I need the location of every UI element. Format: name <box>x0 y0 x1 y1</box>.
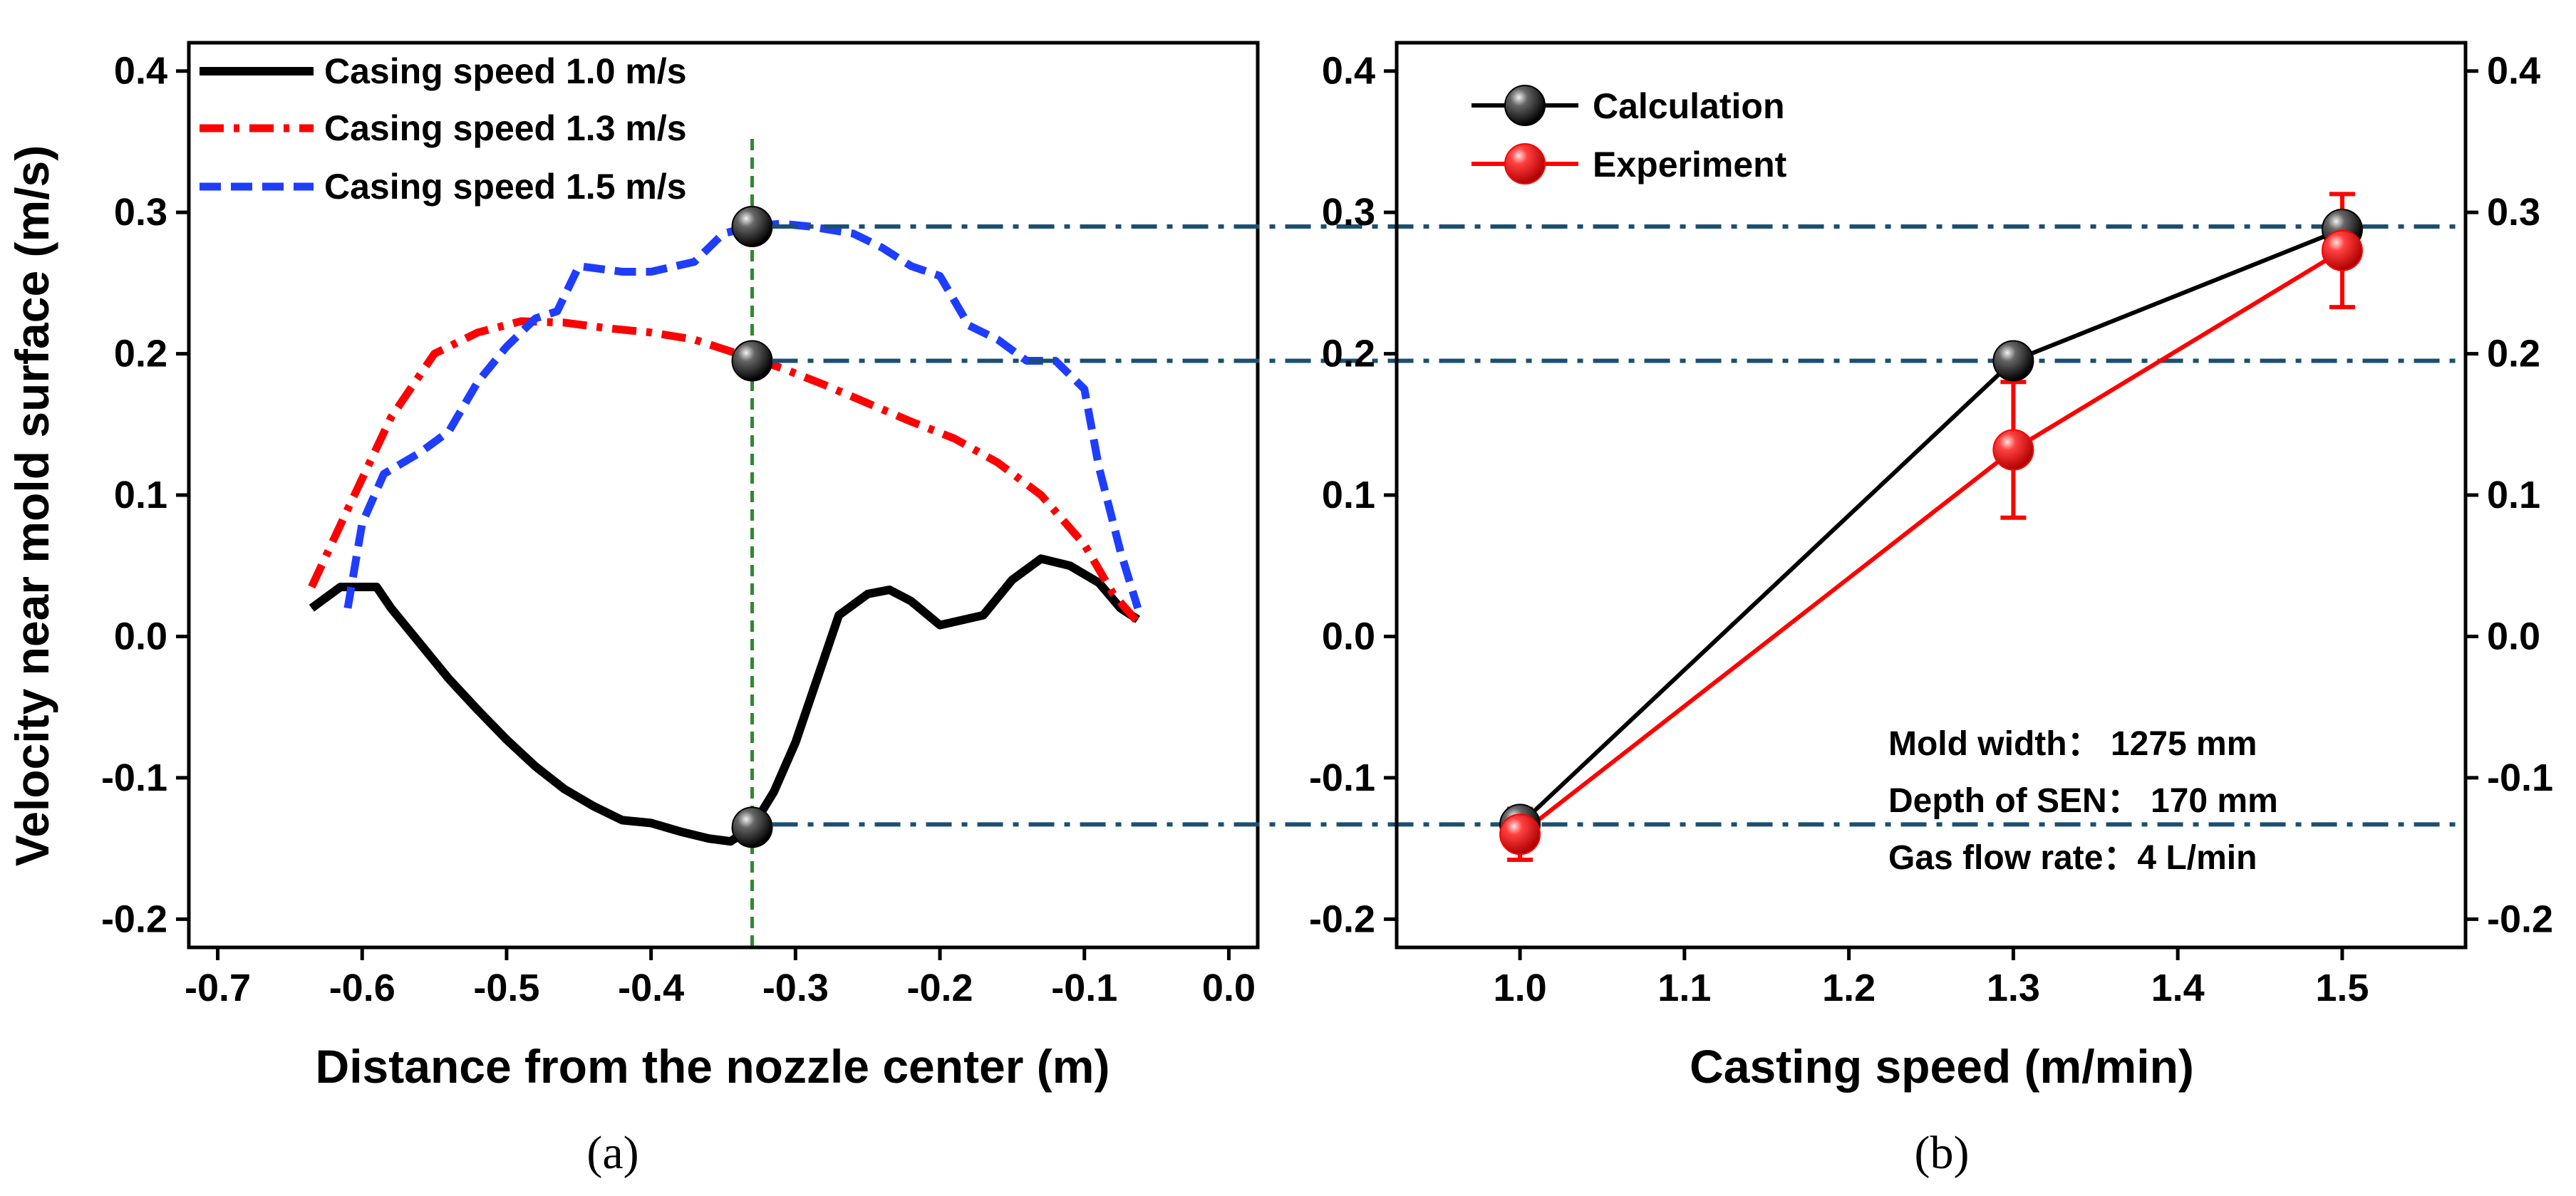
panel-a-y-tick-label: 0.3 <box>114 191 167 234</box>
panel-b-x-tick-label: 1.4 <box>2151 967 2205 1009</box>
panel-a-y-tick-label: 0.0 <box>114 615 167 657</box>
panel-a-series-1-line <box>309 554 1141 846</box>
panel-a-x-axis-title: Distance from the nozzle center (m) <box>316 1040 1110 1093</box>
panel-b-series-2-point <box>1992 429 2034 471</box>
panel-b-left-y-tick-label: 0.4 <box>1322 50 1375 93</box>
panel-a-x-tick-label: -0.3 <box>762 967 829 1009</box>
panel-b-x-tick-label: 1.5 <box>2315 967 2369 1009</box>
panel-a-y-tick-label: 0.2 <box>114 333 167 375</box>
panel-b-legend-swatch-marker <box>1504 143 1546 184</box>
panel-b-left-y-tick-label: 0.2 <box>1322 333 1375 375</box>
panel-b-x-tick-label: 1.0 <box>1494 967 1547 1009</box>
panel-b-legend-swatch-marker <box>1504 85 1546 126</box>
panel-a-x-tick-label: -0.2 <box>907 967 973 1009</box>
panel-b-series-1-point <box>1992 340 2034 382</box>
panel-b-right-y-tick-label: 0.3 <box>2487 191 2540 234</box>
panel-a-x-tick-label: -0.6 <box>329 967 395 1009</box>
panel-b-left-y-tick-label: 0.3 <box>1322 191 1375 234</box>
panel-b-legend-label: Experiment <box>1593 145 1787 184</box>
panel-b-left-y-tick-label: -0.1 <box>1309 756 1375 799</box>
panel-b-series-2-point <box>2321 229 2363 271</box>
panel-b-right-y-tick-label: 0.0 <box>2487 615 2540 657</box>
panel-b-legend: Calculation Experiment <box>1471 85 1787 184</box>
panel-b-right-y-tick-label: 0.4 <box>2487 50 2540 93</box>
panel-b-left-y-tick-label: 0.1 <box>1322 474 1375 516</box>
panel-a-y-tick-label: 0.4 <box>114 50 167 93</box>
annotation-mold-width: Mold width： 1275 mm <box>1888 725 2257 763</box>
panel-a-chart: Casing speed 1.0 m/s Casing speed 1.3 m/s… <box>6 41 1260 1179</box>
panel-a-x-tick-label: 0.0 <box>1202 967 1256 1009</box>
panel-b-right-y-tick-label: 0.2 <box>2487 333 2540 375</box>
panel-a-highlight-point <box>731 340 773 382</box>
panel-b-x-axis-title: Casting speed (m/min) <box>1690 1040 2194 1093</box>
panel-b-right-y-tick-label: -0.2 <box>2487 898 2553 940</box>
panel-b-left-y-tick-label: -0.2 <box>1309 898 1375 940</box>
panel-a-x-tick-label: -0.5 <box>473 967 539 1009</box>
panel-b-right-y-tick-label: 0.1 <box>2487 474 2540 516</box>
panel-a-y-tick-label: 0.1 <box>114 474 167 516</box>
panel-a-legend-label: Casing speed 1.5 m/s <box>324 167 687 207</box>
panel-b-legend-label: Calculation <box>1593 86 1784 126</box>
panel-b-chart: Calculation Experiment 1.0 1.1 1.2 1.3 1.4 1.5… <box>772 41 2553 1179</box>
panel-a-legend: Casing speed 1.0 m/s Casing speed 1.3 m/s… <box>200 51 687 207</box>
panel-a-y-tick-label: -0.1 <box>101 756 167 799</box>
panel-a-highlight-point <box>731 806 773 848</box>
panel-a-highlight-point <box>731 205 773 247</box>
panel-a-series-3-line <box>343 219 1142 610</box>
panel-b-annotations: Mold width： 1275 mm Depth of SEN： 170 mm… <box>1888 725 2278 877</box>
panel-a-x-tick-label: -0.4 <box>618 967 684 1009</box>
panel-b-label: (b) <box>1915 1127 1970 1179</box>
panel-b-left-y-tick-label: 0.0 <box>1322 615 1375 657</box>
panel-a-x-tick-label: -0.1 <box>1051 967 1117 1009</box>
panel-a-legend-label: Casing speed 1.0 m/s <box>324 51 687 91</box>
annotation-gas-flow-rate: Gas flow rate：4 L/min <box>1888 839 2257 877</box>
panel-a-legend-label: Casing speed 1.3 m/s <box>324 108 687 148</box>
panel-b-series-2-point <box>1499 813 1541 856</box>
annotation-depth-of-sen: Depth of SEN： 170 mm <box>1888 782 2278 820</box>
panel-b-x-tick-label: 1.2 <box>1822 967 1876 1009</box>
panel-a-y-tick-label: -0.2 <box>101 898 167 940</box>
panel-a-label: (a) <box>586 1127 638 1179</box>
panel-a-x-tick-label: -0.7 <box>185 967 251 1009</box>
panel-a-y-axis-title: Velocity near mold surface (m/s) <box>6 145 58 866</box>
panel-b-right-y-tick-label: -0.1 <box>2487 756 2553 799</box>
panel-b-x-tick-label: 1.1 <box>1657 967 1711 1009</box>
panel-b-x-tick-label: 1.3 <box>1987 967 2040 1009</box>
